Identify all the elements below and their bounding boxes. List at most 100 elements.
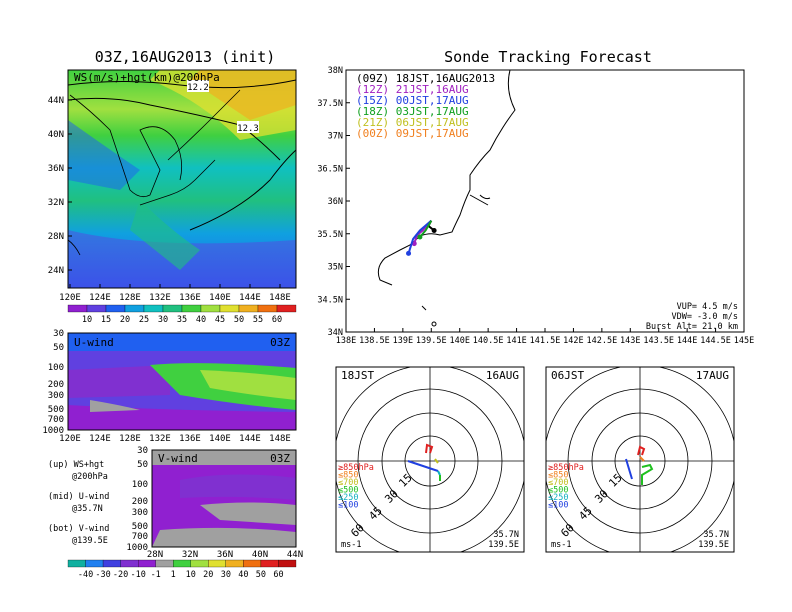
- uv-colorbar-label: 10: [186, 570, 196, 580]
- uv-colorbar-swatch: [208, 559, 226, 568]
- hodograph-level-label: ≤100: [548, 501, 568, 511]
- hodograph-ring-label: 15: [396, 471, 415, 490]
- hodograph-lon: 139.5E: [698, 540, 729, 550]
- hodograph-ring-label: 30: [592, 487, 611, 506]
- uv-colorbar-label: 30: [221, 570, 231, 580]
- uv-colorbar-swatch: [243, 559, 262, 568]
- v-wind-time: 03Z: [270, 452, 290, 465]
- ws-colorbar-label: 20: [120, 315, 130, 325]
- uv-colorbar-label: 50: [256, 570, 266, 580]
- contour-label-2: 12.3: [237, 124, 259, 134]
- u-pressure-tick-label: 50: [53, 343, 64, 353]
- ws-colorbar-swatch: [124, 304, 145, 313]
- track-legend-entry: (18Z) 03JST,17AUG: [356, 105, 469, 118]
- track-legend-entry: (12Z) 21JST,16AUG: [356, 83, 469, 96]
- track-legend-entry: (09Z) 18JST,16AUG2013: [356, 72, 495, 85]
- uv-colorbar-label: 40: [238, 570, 248, 580]
- track-lon-tick-label: 141.5E: [530, 336, 561, 346]
- hodograph-lat: 35.7N: [493, 530, 519, 540]
- v-pressure-tick-label: 100: [132, 480, 148, 490]
- hodograph-ring-label: 45: [366, 504, 385, 523]
- ws-lon-tick-label: 124E: [89, 293, 111, 303]
- ws-lat-tick-label: 28N: [48, 232, 64, 242]
- track-map-panel: 38N 37.5N 37N 36.5N 36N 35.5N 35N 34.5N 34N 138E…: [317, 66, 754, 346]
- v-pressure-tick-label: 700: [132, 532, 148, 542]
- u-lon-tick-label: 144E: [239, 434, 261, 444]
- ws-colorbar-swatch: [181, 304, 202, 313]
- u-lon-tick-label: 140E: [209, 434, 231, 444]
- ws-lon-tick-label: 136E: [179, 293, 201, 303]
- uv-colorbar-swatch: [278, 559, 297, 568]
- v-wind-label: V-wind: [158, 452, 198, 465]
- hodograph-trace: [639, 456, 645, 462]
- v-wind-lat-ticks: 28N 32N 36N 40N 44N: [147, 550, 303, 560]
- uv-colorbar-swatch: [225, 559, 244, 568]
- ws-map-panel: 12.2 12.3 WS(m/s)+hgt(km)@200hPa 44N 40N 3…: [48, 69, 297, 303]
- legend-line-3: (mid) U-wind: [48, 492, 109, 502]
- ws-colorbar-label: 15: [101, 315, 111, 325]
- u-wind-time: 03Z: [270, 336, 290, 349]
- u-lon-tick-label: 148E: [269, 434, 291, 444]
- u-pressure-tick-label: 30: [53, 329, 64, 339]
- hodograph-date: 16AUG: [486, 369, 519, 382]
- track-lat-tick-label: 34N: [328, 328, 343, 338]
- hodograph-trace: [434, 458, 439, 464]
- track-lon-ticks: 138E 138.5E 139E 139.5E 140E 140.5E 141E 141.5E…: [336, 328, 754, 346]
- ws-lat-tick-label: 36N: [48, 164, 64, 174]
- uv-colorbar-swatch: [67, 559, 86, 568]
- ws-colorbar-label: 60: [272, 315, 282, 325]
- hodograph-level-label: ≤700: [338, 478, 358, 488]
- track-lat-ticks: 38N 37.5N 37N 36.5N 36N 35.5N 35N 34.5N 34N: [317, 66, 350, 338]
- ws-lon-tick-label: 132E: [149, 293, 171, 303]
- hodograph-level-label: ≤850: [338, 471, 358, 481]
- track-legend-entry: (21Z) 06JST,17AUG: [356, 116, 469, 129]
- hodograph-date: 17AUG: [696, 369, 729, 382]
- u-pressure-tick-label: 1000: [42, 426, 64, 436]
- ws-lon-tick-label: 148E: [269, 293, 291, 303]
- legend-line-6: @139.5E: [72, 536, 108, 546]
- uv-colorbar-label: 20: [203, 570, 213, 580]
- track-legend-entry: (15Z) 00JST,17AUG: [356, 94, 469, 107]
- ws-lat-tick-label: 40N: [48, 130, 64, 140]
- u-wind-lon-ticks: 120E 124E 128E 132E 136E 140E 144E 148E: [59, 434, 291, 444]
- uv-colorbar-label: -20: [113, 570, 128, 580]
- u-pressure-tick-label: 500: [48, 405, 64, 415]
- track-lon-tick-label: 144.5E: [700, 336, 731, 346]
- track-lon-tick-label: 143.5E: [643, 336, 674, 346]
- track-legend-entry: (00Z) 09JST,17AUG: [356, 127, 469, 140]
- hodograph-rings: [546, 367, 734, 552]
- ws-colorbar-label: 25: [139, 315, 149, 325]
- panel-legend: (up) WS+hgt @200hPa (mid) U-wind @35.7N …: [48, 460, 109, 546]
- ws-lat-tick-label: 24N: [48, 266, 64, 276]
- ws-colorbar-swatch: [219, 304, 240, 313]
- uv-colorbar-swatch: [102, 559, 121, 568]
- ws-map-label: WS(m/s)+hgt(km)@200hPa: [74, 71, 220, 84]
- hodograph-frame: [335, 366, 525, 553]
- param-vup: VUP= 4.5 m/s: [677, 302, 738, 312]
- hodograph-trace: [637, 445, 646, 456]
- track-series-endpoint: [406, 250, 412, 256]
- hodograph-ring-label: 60: [558, 521, 577, 540]
- u-lon-tick-label: 132E: [149, 434, 171, 444]
- track-lat-tick-label: 35.5N: [317, 230, 343, 240]
- v-pressure-tick-label: 50: [137, 460, 148, 470]
- u-lon-tick-label: 136E: [179, 434, 201, 444]
- ws-lat-tick-label: 32N: [48, 198, 64, 208]
- track-lat-tick-label: 37.5N: [317, 99, 343, 109]
- ws-map-lat-ticks: 44N 40N 36N 32N 28N 24N: [48, 96, 72, 276]
- ws-colorbar-swatch: [67, 304, 88, 313]
- track-lon-tick-label: 141E: [506, 336, 526, 346]
- right-title: Sonde Tracking Forecast: [444, 48, 652, 66]
- hodograph-level-label: ≤100: [338, 501, 358, 511]
- track-lat-tick-label: 35N: [328, 263, 343, 273]
- track-lon-tick-label: 144E: [677, 336, 697, 346]
- ws-colorbar-swatch: [257, 304, 278, 313]
- legend-line-5: (bot) V-wind: [48, 524, 109, 534]
- ws-colorbar-label: 10: [82, 315, 92, 325]
- uv-colorbar-label: 1: [171, 570, 176, 580]
- u-lon-tick-label: 120E: [59, 434, 81, 444]
- hodograph-lon: 139.5E: [488, 540, 519, 550]
- hodograph-trace: [437, 470, 441, 476]
